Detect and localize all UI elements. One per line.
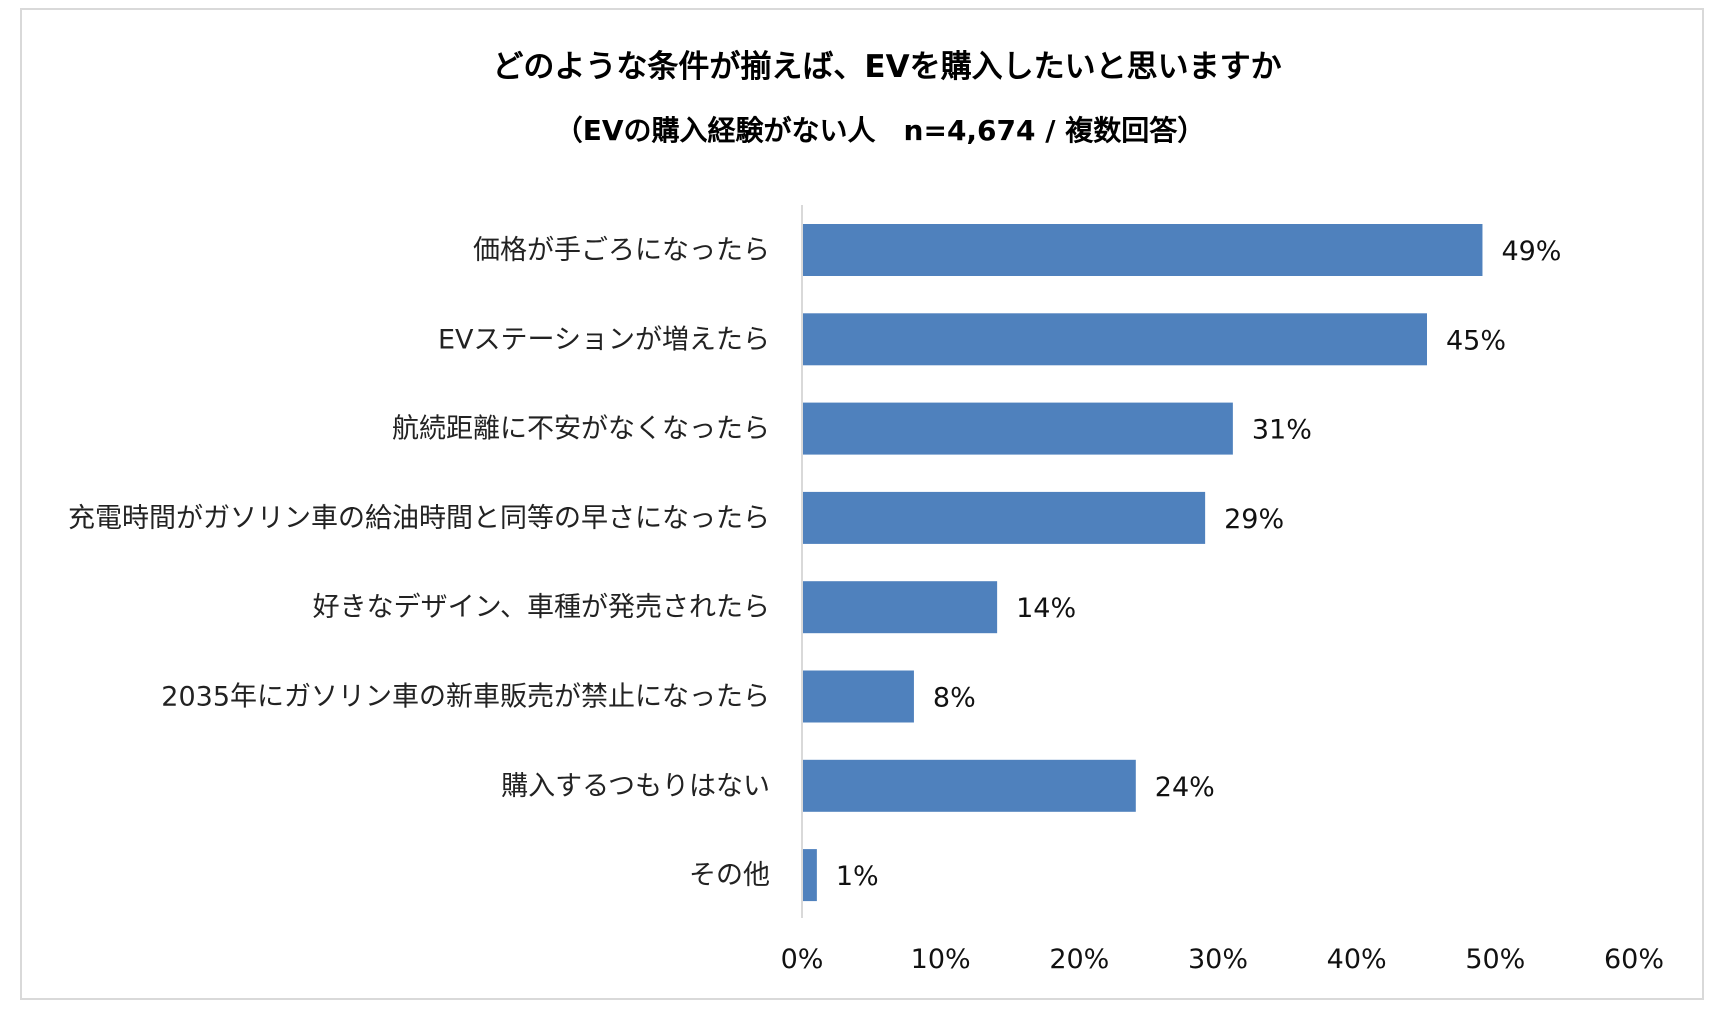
x-tick-label: 10% xyxy=(911,944,971,975)
bar xyxy=(803,849,817,902)
chart-title: どのような条件が揃えば、EVを購入したいと思いますか xyxy=(492,49,1281,85)
value-label: 8% xyxy=(933,683,976,714)
x-tick-label: 60% xyxy=(1604,944,1664,975)
bar xyxy=(803,313,1427,366)
bar xyxy=(803,402,1233,455)
value-label: 14% xyxy=(1016,593,1076,624)
value-label: 24% xyxy=(1155,772,1215,803)
plot-area: 価格が手ごろになったら 49% EVステーションが増えたら 45% 航続距離に不安がなく… xyxy=(68,205,1664,975)
category-label: 好きなデザイン、車種が発売されたら xyxy=(313,592,770,623)
bar xyxy=(803,224,1483,276)
category-label: 2035年にガソリン車の新車販売が禁止になったら xyxy=(161,682,770,713)
category-label: 購入するつもりはない xyxy=(501,771,770,802)
x-tick-label: 30% xyxy=(1188,944,1248,975)
value-label: 29% xyxy=(1224,504,1284,535)
x-tick-label: 40% xyxy=(1327,944,1387,975)
category-label: 価格が手ごろになったら xyxy=(473,235,770,266)
value-label: 45% xyxy=(1446,325,1506,356)
category-label: EVステーションが増えたら xyxy=(438,324,770,355)
category-label: 航続距離に不安がなくなったら xyxy=(392,414,770,445)
bar xyxy=(803,581,998,634)
chart-subtitle: （EVの購入経験がない人 n=4,674 / 複数回答） xyxy=(555,114,1205,147)
value-label: 49% xyxy=(1501,236,1561,267)
x-tick-label: 0% xyxy=(781,944,824,975)
category-label: 充電時間がガソリン車の給油時間と同等の早さになったら xyxy=(68,503,770,534)
value-label: 31% xyxy=(1252,415,1312,446)
bar xyxy=(803,759,1136,812)
category-label: その他 xyxy=(689,860,770,891)
x-tick-label: 20% xyxy=(1049,944,1109,975)
value-label: 1% xyxy=(836,861,879,892)
bar xyxy=(803,670,914,723)
bar xyxy=(803,491,1206,544)
x-tick-label: 50% xyxy=(1465,944,1525,975)
